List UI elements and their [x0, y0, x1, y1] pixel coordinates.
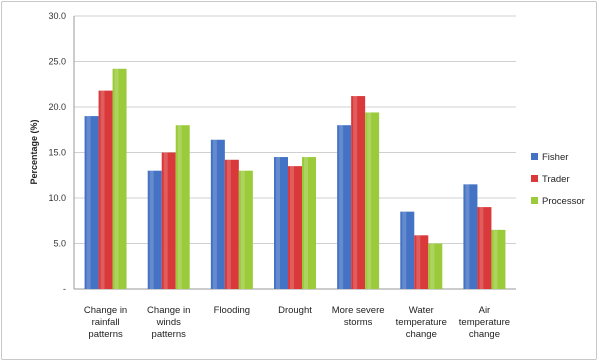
category-label: Change in winds patterns: [147, 305, 190, 340]
bar-fisher: [400, 211, 415, 289]
bars: [84, 68, 506, 290]
bar-processor: [112, 68, 127, 289]
bar-fisher: [274, 157, 288, 289]
y-tick-label: 15.0: [48, 148, 66, 158]
y-tick-label: 10.0: [48, 193, 66, 203]
bar-trader: [477, 207, 492, 289]
y-tick-labels: - 5.0 10.0 15.0 20.0 25.0 30.0: [48, 11, 66, 294]
category-label: More severe storms: [332, 305, 385, 328]
category-label: Air temperature change: [459, 305, 510, 340]
legend-swatch: [531, 153, 538, 160]
category-label: Change in rainfall patterns: [84, 305, 127, 340]
bar-processor: [302, 157, 316, 289]
bar-fisher: [84, 116, 99, 289]
legend-swatch: [531, 197, 538, 204]
bar-trader: [98, 90, 113, 290]
legend-item-fisher: Fisher: [531, 152, 568, 163]
y-tick-label: 30.0: [48, 11, 66, 21]
legend-item-trader: Trader: [531, 174, 570, 185]
bar-trader: [161, 152, 176, 289]
bar-trader: [414, 235, 429, 289]
bar-processor: [238, 170, 253, 289]
bar-fisher: [463, 184, 478, 289]
bar-processor: [491, 229, 506, 289]
legend-label: Processor: [542, 196, 585, 207]
legend-swatch: [531, 175, 538, 182]
legend: Fisher Trader Processor: [531, 152, 585, 207]
y-tick-label: -: [63, 284, 66, 294]
bar-fisher: [210, 139, 225, 289]
category-label: Drought: [278, 305, 312, 316]
bar-fisher: [337, 125, 352, 289]
category-label: Flooding: [214, 305, 250, 316]
bar-fisher: [147, 170, 162, 289]
y-tick-label: 25.0: [48, 57, 66, 67]
y-tick-label: 5.0: [53, 239, 66, 249]
bar-processor: [175, 125, 190, 289]
bar-processor: [428, 243, 443, 289]
bar-processor: [365, 112, 380, 290]
legend-item-processor: Processor: [531, 196, 585, 207]
y-tick-label: 20.0: [48, 102, 66, 112]
y-axis-title: Percentage (%): [29, 119, 39, 184]
bar-trader: [351, 96, 366, 289]
bar-trader: [224, 159, 239, 289]
gridlines: [73, 15, 516, 290]
category-label: Water temperature change: [396, 305, 447, 340]
legend-label: Fisher: [542, 152, 568, 163]
bar-trader: [288, 166, 302, 289]
category-labels: Change in rainfall patterns Change in winds p…: [84, 305, 510, 340]
legend-label: Trader: [542, 174, 570, 185]
